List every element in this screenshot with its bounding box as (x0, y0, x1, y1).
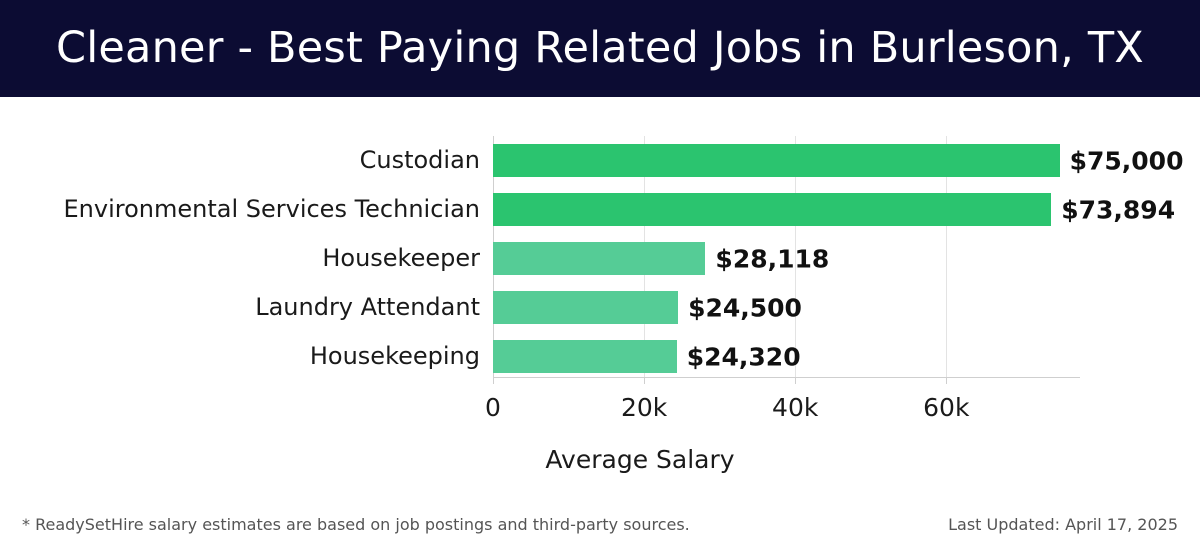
page-header: Cleaner - Best Paying Related Jobs in Bu… (0, 0, 1200, 97)
x-axis-title: Average Salary (0, 445, 1200, 474)
x-tick-mark (795, 377, 797, 384)
bar-chart: Custodian Environmental Services Technici… (0, 97, 1200, 497)
bar-value-label: $24,500 (688, 293, 802, 322)
page-footer: * ReadySetHire salary estimates are base… (0, 505, 1200, 558)
page-title: Cleaner - Best Paying Related Jobs in Bu… (56, 23, 1144, 73)
x-tick-label: 20k (620, 393, 668, 422)
x-tick-label: 40k (772, 393, 819, 422)
x-tick-label: 0 (485, 393, 501, 422)
bar[interactable] (493, 340, 677, 373)
x-tick-mark (946, 377, 948, 384)
bar-value-label: $75,000 (1069, 146, 1184, 175)
bar-value-label: $28,118 (715, 244, 830, 273)
bar-value-label: $24,320 (686, 342, 801, 371)
bar-row[interactable]: $24,500 (493, 291, 1080, 324)
bar-row[interactable]: $24,320 (493, 340, 1080, 373)
category-label: Environmental Services Technician (63, 194, 481, 223)
bar-row[interactable]: $28,118 (493, 242, 1080, 275)
x-tick-label: 60k (923, 393, 970, 422)
bar[interactable] (493, 291, 679, 324)
x-tick-mark (493, 377, 494, 384)
bar[interactable] (493, 242, 706, 275)
category-label: Custodian (359, 145, 480, 174)
x-tick-mark (644, 377, 646, 384)
bar[interactable] (493, 193, 1052, 226)
gridline (795, 136, 797, 377)
x-axis-line (493, 377, 1080, 378)
category-label: Laundry Attendant (255, 292, 480, 321)
bar-row[interactable]: $75,000 (493, 144, 1183, 177)
bar[interactable] (493, 144, 1060, 177)
category-label: Housekeeping (309, 341, 480, 370)
footer-last-updated: Last Updated: April 17, 2025 (948, 515, 1178, 534)
bar-value-label: $73,894 (1061, 195, 1176, 224)
gridline (946, 136, 948, 377)
category-label: Housekeeper (322, 243, 480, 272)
x-axis-title-text: Average Salary (545, 445, 735, 474)
bar-row[interactable]: $73,894 (493, 193, 1175, 226)
footer-disclaimer: * ReadySetHire salary estimates are base… (22, 515, 690, 534)
